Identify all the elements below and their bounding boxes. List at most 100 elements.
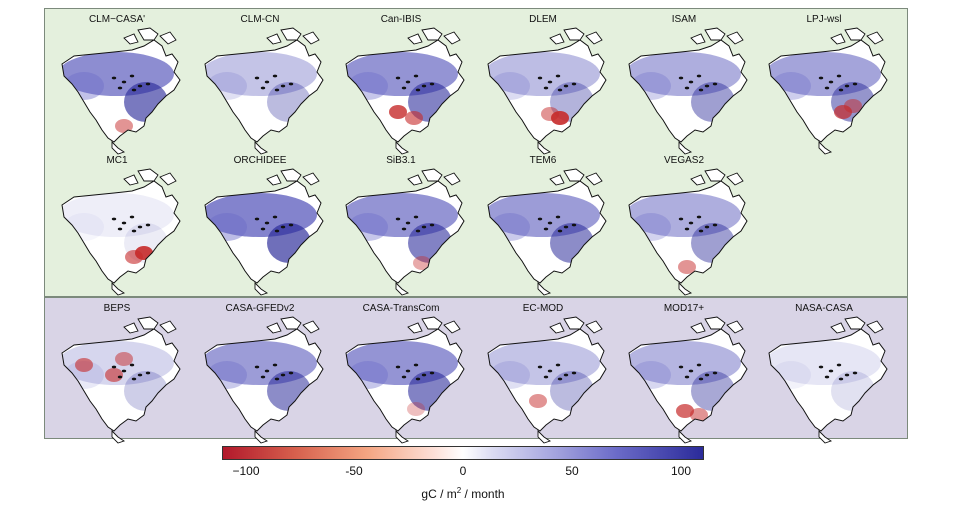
island-outline — [266, 33, 282, 45]
productivity-region — [631, 213, 671, 241]
productivity-region — [691, 371, 735, 411]
island-outline — [704, 27, 726, 41]
map-title: CLM−CASA' — [88, 14, 146, 25]
north-america-map — [345, 168, 465, 296]
island-outline — [395, 281, 410, 296]
map-title: MC1 — [106, 155, 128, 166]
lake — [415, 229, 421, 233]
lake — [698, 229, 704, 233]
colorbar-label: gC / m2 / month — [421, 486, 505, 501]
productivity-region — [207, 213, 247, 241]
island-outline — [678, 140, 693, 155]
island-outline — [866, 320, 884, 334]
source-region — [541, 107, 559, 121]
coastline — [628, 39, 748, 143]
source-region — [676, 404, 694, 418]
island-outline — [443, 172, 461, 186]
lake — [405, 221, 411, 225]
coastline — [61, 39, 181, 143]
lake — [260, 227, 266, 231]
lake — [429, 82, 435, 86]
lake — [844, 84, 850, 88]
productivity-region — [550, 371, 594, 411]
lake — [824, 375, 830, 379]
lake — [563, 84, 569, 88]
lake — [712, 82, 718, 86]
lake — [401, 86, 407, 90]
map-panel: VEGAS2 — [617, 151, 751, 296]
island-outline — [137, 27, 159, 41]
lake — [395, 365, 401, 369]
north-america-map — [628, 27, 748, 155]
lake — [838, 88, 844, 92]
coastline — [61, 328, 181, 432]
lake — [264, 369, 270, 373]
island-outline — [407, 174, 423, 186]
lake — [557, 377, 563, 381]
lake — [543, 375, 549, 379]
map-title: CASA-TransCom — [362, 303, 440, 314]
map-title: ORCHIDEE — [233, 155, 287, 166]
island-outline — [421, 168, 443, 182]
lake — [421, 84, 427, 88]
map-title: MOD17+ — [663, 303, 705, 314]
island-outline — [280, 316, 302, 330]
productivity-region — [631, 72, 671, 100]
map-panel: EC-MOD — [476, 299, 610, 444]
land-fill — [62, 329, 180, 431]
land-fill — [488, 40, 606, 142]
lake — [137, 225, 143, 229]
lake — [688, 221, 694, 225]
lake — [571, 371, 577, 375]
lake — [288, 371, 294, 375]
colorbar: −100 -50 0 50 100 gC / m2 / month — [222, 446, 704, 514]
lake — [704, 373, 710, 377]
map-title: LPJ-wsl — [806, 14, 842, 25]
island-outline — [443, 320, 461, 334]
island-outline — [407, 33, 423, 45]
lake — [254, 365, 260, 369]
lake — [543, 86, 549, 90]
productivity-region — [771, 72, 811, 100]
lake — [704, 84, 710, 88]
lake — [131, 377, 137, 381]
island-outline — [830, 322, 846, 334]
island-outline — [726, 172, 744, 186]
island-outline — [266, 174, 282, 186]
source-region — [844, 99, 862, 113]
island-outline — [678, 281, 693, 296]
north-america-map — [204, 27, 324, 155]
productivity-region — [629, 193, 741, 237]
coastline — [628, 180, 748, 284]
lake — [836, 363, 842, 367]
source-region — [690, 408, 708, 422]
island-outline — [302, 172, 320, 186]
island-outline — [395, 429, 410, 444]
island-outline — [159, 320, 177, 334]
map-panel: CASA-TransCom — [334, 299, 468, 444]
source-region — [115, 352, 133, 366]
lake — [395, 76, 401, 80]
productivity-region — [769, 341, 881, 385]
lake — [129, 74, 135, 78]
lake — [684, 375, 690, 379]
lake — [121, 80, 127, 84]
lake — [415, 377, 421, 381]
island-outline — [443, 31, 461, 45]
north-america-map — [628, 168, 748, 296]
productivity-region — [490, 213, 530, 241]
lake — [555, 215, 561, 219]
coastline — [204, 39, 324, 143]
coastline — [345, 180, 465, 284]
lake — [844, 373, 850, 377]
lake — [688, 369, 694, 373]
productivity-region — [348, 361, 388, 389]
island-outline — [690, 174, 706, 186]
lake — [131, 88, 137, 92]
island-outline — [302, 31, 320, 45]
island-outline — [111, 281, 126, 296]
lake — [537, 365, 543, 369]
lake — [712, 223, 718, 227]
lake — [421, 373, 427, 377]
map-panel: SiB3.1 — [334, 151, 468, 296]
